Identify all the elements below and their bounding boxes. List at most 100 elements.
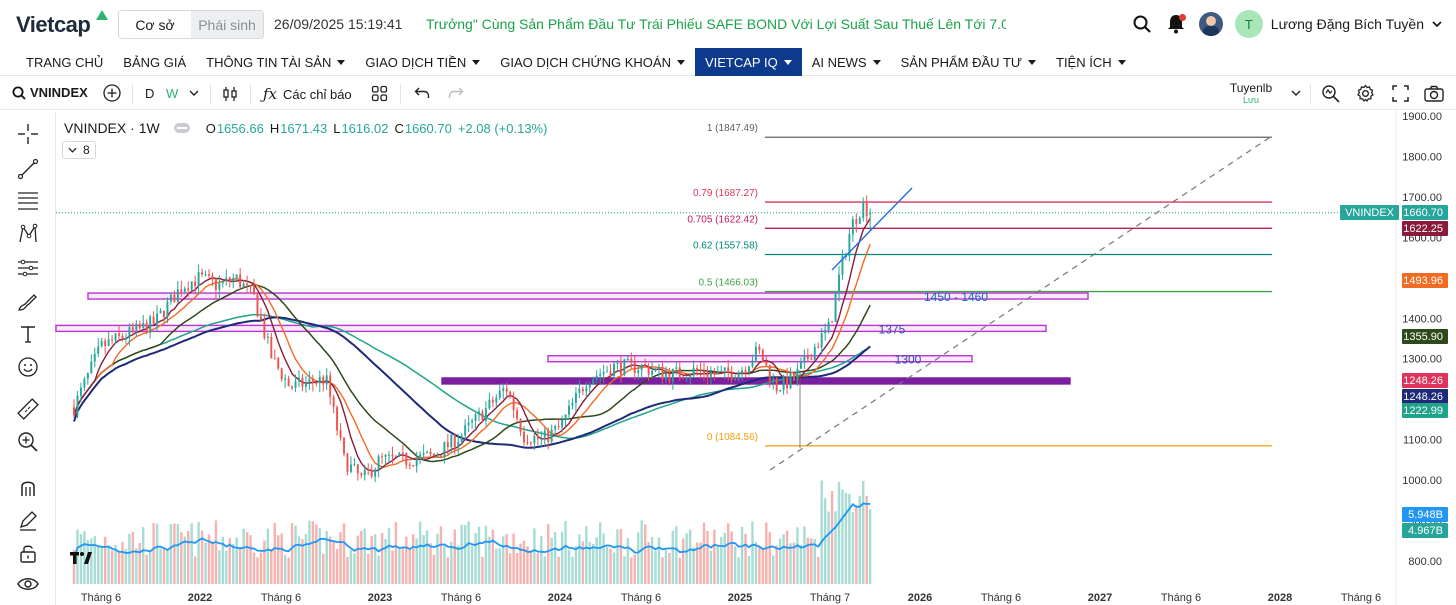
symbol-search[interactable]: VNINDEX: [12, 85, 88, 100]
candle-body: [613, 364, 615, 377]
user-initial-avatar[interactable]: T: [1234, 10, 1263, 38]
price-tick-label: 1300.00: [1402, 354, 1442, 366]
nav-item-asset-info[interactable]: THÔNG TIN TÀI SẢN: [196, 48, 355, 76]
search-icon[interactable]: [1131, 13, 1153, 35]
volume-bar: [353, 553, 356, 584]
chevron-down-icon[interactable]: [1432, 21, 1442, 27]
toolbar-divider: [210, 84, 211, 104]
stay-drawing-icon[interactable]: [16, 508, 40, 532]
undo-icon[interactable]: [414, 86, 430, 100]
legend-symbol[interactable]: VNINDEX · 1W: [64, 120, 160, 136]
indicators-button[interactable]: ƒx Các chỉ báo: [263, 85, 352, 103]
candle-body: [135, 323, 138, 331]
lock-icon[interactable]: [16, 541, 40, 565]
indicators-toggle[interactable]: 8: [62, 141, 96, 159]
support-zone: [441, 377, 1071, 385]
volume-bar: [142, 527, 145, 584]
nav-item-home[interactable]: TRANG CHỦ: [16, 48, 113, 76]
chevron-down-icon[interactable]: [189, 90, 199, 96]
ruler-icon[interactable]: [16, 397, 40, 421]
candle-body: [561, 419, 564, 428]
nav-item-price-board[interactable]: BẢNG GIÁ: [113, 48, 196, 76]
candle-body: [696, 368, 699, 371]
candle-body: [734, 378, 737, 380]
brand-logo[interactable]: Vietcap: [16, 12, 91, 37]
interval-day-button[interactable]: D: [145, 86, 155, 101]
candle-body: [723, 367, 726, 371]
volume-bar: [370, 535, 373, 584]
candle-body: [253, 286, 255, 295]
chevron-down-icon[interactable]: [1291, 90, 1301, 96]
price-tick-label: 1900.00: [1402, 111, 1442, 123]
candle-body: [668, 373, 671, 382]
avatar[interactable]: [1198, 12, 1223, 36]
volume-bar: [373, 534, 377, 584]
notification-bell-icon[interactable]: [1165, 13, 1187, 35]
emoji-icon[interactable]: [16, 355, 40, 379]
candle-body: [633, 361, 636, 374]
candle-type-icon[interactable]: [221, 85, 239, 103]
zoom-in-icon[interactable]: [16, 430, 40, 454]
volume-bar: [114, 544, 117, 584]
volume-bar: [526, 546, 529, 584]
compare-add-button[interactable]: [103, 84, 121, 102]
volume-bar: [349, 549, 353, 584]
news-ticker[interactable]: Trưởng" Cùng Sản Phẩm Đầu Tư Trái Phiếu …: [426, 16, 1006, 32]
fullscreen-icon[interactable]: [1392, 85, 1409, 102]
eye-icon[interactable]: [16, 572, 40, 596]
candle-body: [820, 333, 823, 348]
volume-bar: [152, 523, 155, 584]
candle-body: [256, 294, 259, 317]
volume-bar: [799, 544, 803, 584]
candle-body: [315, 382, 318, 384]
volume-bar: [519, 543, 522, 584]
volume-bar: [851, 512, 855, 584]
volume-bar: [301, 539, 304, 584]
gear-icon[interactable]: [1356, 84, 1375, 103]
caret-down-icon: [1028, 59, 1036, 65]
volume-bar: [131, 531, 135, 584]
quick-search-icon[interactable]: [1321, 84, 1340, 103]
candle-body: [775, 378, 778, 391]
nav-item-cash-transactions[interactable]: GIAO DỊCH TIỀN: [355, 48, 490, 76]
candle-body: [263, 319, 266, 338]
candle-body: [152, 316, 155, 324]
time-tick-label: Tháng 6: [81, 592, 121, 604]
nav-item-investment-products[interactable]: SẢN PHẨM ĐẦU TƯ: [891, 48, 1046, 76]
candle-body: [713, 372, 716, 375]
candle-body: [727, 367, 730, 373]
nav-item-securities-trading[interactable]: GIAO DỊCH CHỨNG KHOÁN: [490, 48, 695, 76]
nav-item-utilities[interactable]: TIỆN ÍCH: [1046, 48, 1136, 76]
volume-bar: [823, 498, 827, 584]
tradingview-logo[interactable]: [70, 551, 92, 565]
interval-week-button[interactable]: W: [166, 86, 179, 101]
volume-bar: [110, 550, 114, 584]
pattern-icon[interactable]: [16, 222, 40, 246]
text-icon[interactable]: [16, 322, 40, 346]
volume-bar: [692, 547, 695, 584]
nav-item-vietcap-iq[interactable]: VIETCAP IQ: [694, 48, 802, 76]
nav-item-ai-news[interactable]: AI NEWS: [802, 48, 891, 76]
market-tab-spot[interactable]: Cơ sở: [119, 11, 191, 38]
hide-series-icon[interactable]: [173, 123, 190, 133]
volume-bar: [813, 539, 816, 584]
crosshair-icon[interactable]: [16, 122, 40, 146]
brush-icon[interactable]: [16, 290, 40, 314]
candle-body: [523, 431, 525, 443]
indicator-count: 8: [83, 143, 90, 157]
fib-retracement-icon[interactable]: [16, 189, 40, 213]
volume-bar: [529, 550, 533, 584]
templates-grid-icon[interactable]: [371, 85, 388, 102]
candle-body: [349, 464, 352, 472]
layout-name-button[interactable]: Tuyenlb Lưu: [1228, 81, 1274, 105]
redo-icon[interactable]: [448, 86, 464, 100]
magnet-icon[interactable]: [16, 475, 40, 499]
user-name[interactable]: Lương Đặng Bích Tuyền: [1270, 16, 1424, 32]
volume-bar: [398, 547, 401, 584]
camera-icon[interactable]: [1424, 85, 1444, 102]
trend-line-icon[interactable]: [16, 157, 40, 181]
market-tab-derivatives[interactable]: Phái sinh: [191, 11, 263, 38]
forecast-icon[interactable]: [16, 256, 40, 280]
candle-body: [460, 435, 463, 442]
